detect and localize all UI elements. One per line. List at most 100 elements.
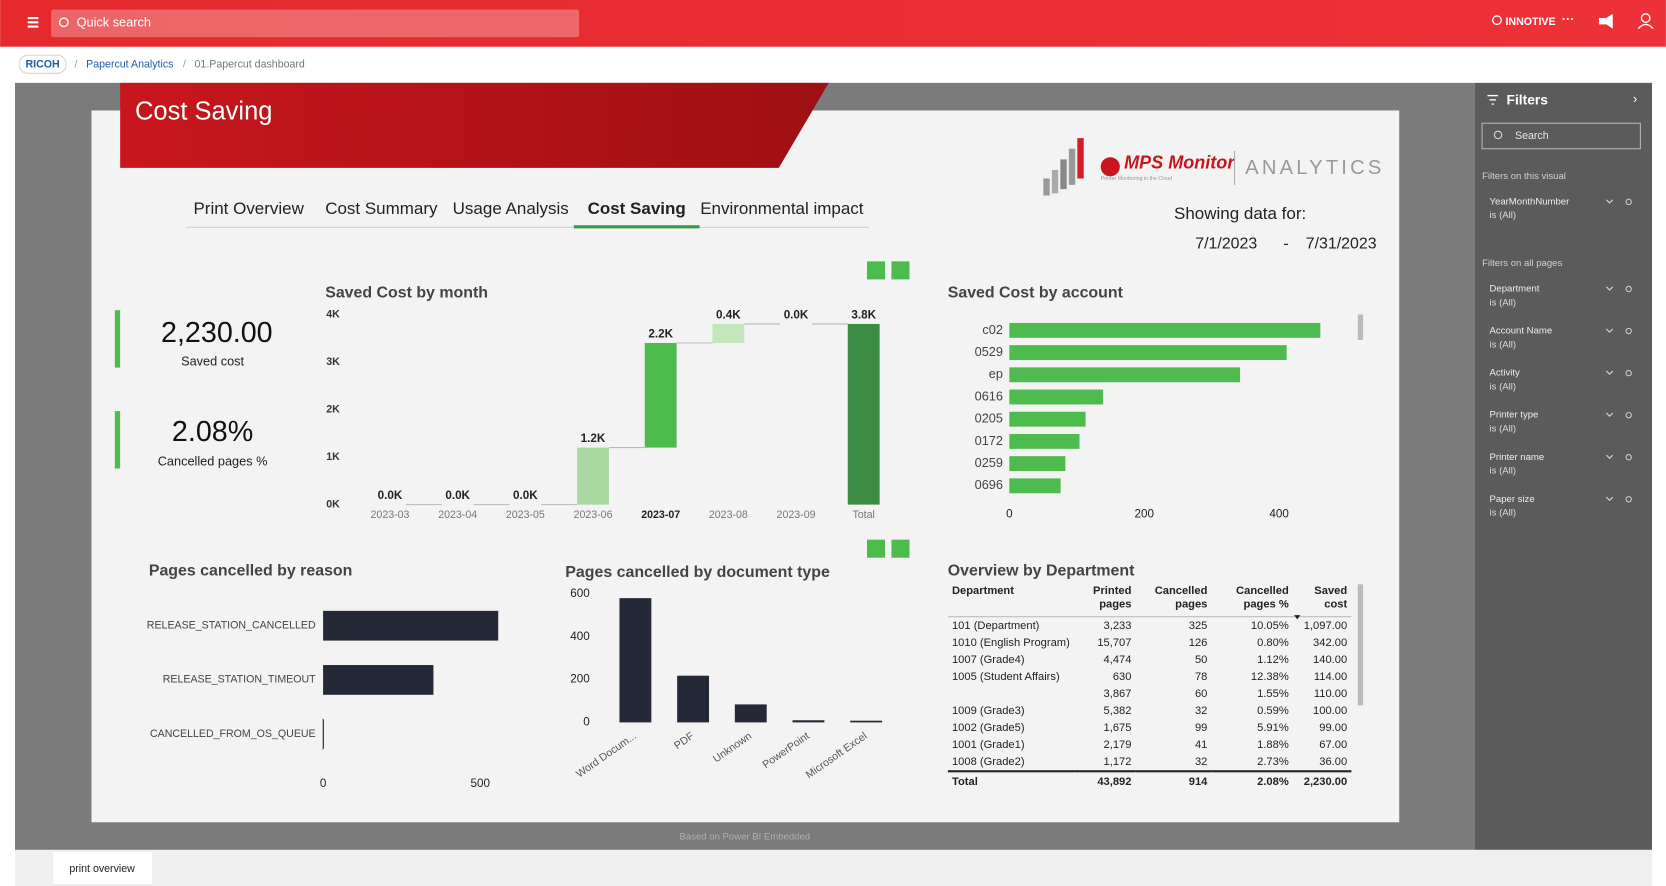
filter-name[interactable]: Paper size [1490, 494, 1535, 505]
footer-note: Based on Power BI Embedded [680, 832, 811, 843]
table-cell: 2,179 [1103, 738, 1132, 752]
table-cell: 12.38% [1250, 670, 1289, 684]
table-row: 1009 (Grade3) 5,382 32 0.59% 100.00 [948, 702, 1352, 719]
table-cell: 1,172 [1103, 755, 1132, 769]
filter-pin [1625, 369, 1632, 377]
tab[interactable]: Cost Summary [325, 199, 438, 218]
filter-state: is (All) [1490, 210, 1517, 221]
x-tick-label: Total [852, 509, 874, 521]
user-icon [1492, 15, 1502, 26]
table-cell: 100.00 [1313, 704, 1348, 718]
y-tick-label: 4K [326, 308, 340, 320]
profile-icon[interactable] [1640, 13, 1651, 23]
table-row: 1002 (Grade5) 1,675 99 5.91% 99.00 [948, 719, 1352, 736]
waterfall-bar [847, 323, 880, 505]
tab[interactable]: Cost Saving [588, 199, 686, 218]
y-tick-label: RELEASE_STATION_TIMEOUT [163, 674, 316, 686]
table-cell: 630 [1112, 670, 1132, 684]
collapse-button[interactable]: › [1633, 91, 1637, 106]
table-cell: 4,474 [1103, 653, 1132, 667]
tab[interactable]: Print Overview [193, 199, 304, 218]
y-tick-label: 400 [570, 630, 590, 643]
total-cell: 2,230.00 [1293, 770, 1352, 792]
filter-state: is (All) [1490, 339, 1517, 350]
user-name[interactable]: INNOTIVE [1505, 16, 1555, 28]
filter-name[interactable]: Department [1490, 283, 1540, 294]
table-cell: 1.12% [1257, 653, 1289, 667]
x-tick-label: 2023-06 [574, 509, 613, 521]
filter-chevron [1606, 454, 1614, 460]
table-row: 1007 (Grade4) 4,474 50 1.12% 140.00 [948, 651, 1352, 668]
date-from: 7/1/2023 [1195, 236, 1257, 253]
logo-product: ANALYTICS [1245, 157, 1384, 179]
data-label: 1.2K [581, 432, 606, 445]
logo-tagline: Printer Monitoring in the Cloud [1101, 176, 1173, 182]
scrollbar[interactable] [1357, 584, 1364, 706]
filter-section-heading: Filters on this visual [1482, 171, 1566, 182]
waterfall-bar [644, 342, 677, 448]
filter-name[interactable]: Printer name [1490, 452, 1545, 463]
table-cell: 3,867 [1103, 687, 1132, 701]
table-cell: 32 [1194, 755, 1208, 769]
breadcrumb-item[interactable]: Papercut Analytics [86, 59, 173, 71]
scrollbar[interactable] [1357, 314, 1364, 340]
filter-chevron [1606, 199, 1614, 204]
x-tick-label: 2023-09 [777, 509, 816, 521]
table-row: 1008 (Grade2) 1,172 32 2.73% 36.00 [948, 753, 1352, 771]
chart-title: Saved Cost by account [948, 284, 1124, 301]
header-row: Department Printed pages Cancelled pages Ca… [947, 583, 1352, 618]
x-tick-label: 0 [320, 777, 327, 790]
filter-search[interactable] [1481, 122, 1641, 150]
tab[interactable]: Environmental impact [700, 199, 864, 218]
filters-title: Filters [1507, 92, 1549, 108]
bar [792, 720, 825, 723]
table-cell: 1009 (Grade3) [951, 704, 1025, 718]
y-tick-label: 0172 [975, 433, 1003, 448]
table-cell: 0.59% [1257, 704, 1289, 718]
table-cell: 342.00 [1313, 636, 1348, 650]
table-cell: 0.80% [1257, 636, 1289, 650]
table-cell: 32 [1194, 704, 1208, 718]
bar [1009, 389, 1104, 405]
table-cell: 1.88% [1257, 738, 1289, 752]
table-cell: 1007 (Grade4) [951, 653, 1025, 667]
page-scrollbar[interactable] [1652, 82, 1666, 850]
y-tick-label: 0K [326, 498, 340, 510]
breadcrumb-item[interactable]: RICOH [26, 59, 60, 71]
bar [734, 704, 767, 723]
x-tick-label: 400 [1269, 507, 1289, 520]
y-tick-label: 600 [570, 587, 590, 600]
filter-name[interactable]: Printer type [1490, 410, 1539, 421]
tab[interactable]: Usage Analysis [453, 199, 569, 218]
page-tab-label: print overview [69, 863, 135, 875]
title-banner [120, 82, 829, 168]
filter-name[interactable]: Account Name [1490, 326, 1553, 337]
page-tab-bar [14, 849, 1653, 886]
table-row: 1010 (English Program) 15,707 126 0.80% 342.… [948, 634, 1352, 651]
announce-icon[interactable] [1598, 13, 1613, 29]
data-label: 0.4K [716, 309, 741, 322]
table-cell: 3,233 [1103, 619, 1132, 633]
table-cell: 99 [1194, 721, 1208, 735]
report-canvas [91, 110, 1400, 823]
x-tick-label: 200 [1135, 507, 1155, 520]
filter-name[interactable]: Activity [1490, 368, 1520, 379]
bar [850, 720, 883, 723]
filter-name[interactable]: YearMonthNumber [1490, 196, 1571, 207]
kpi-accent [114, 310, 121, 368]
search-box[interactable] [51, 9, 580, 38]
more-icon[interactable]: ··· [1562, 12, 1575, 27]
menu-button[interactable] [27, 16, 39, 28]
table-cell: 50 [1194, 653, 1208, 667]
table-cell: 36.00 [1319, 755, 1348, 769]
page-tab[interactable] [53, 852, 153, 884]
visual-actions[interactable] [866, 261, 910, 558]
data-label: 0.0K [445, 489, 470, 502]
table-cell: 325 [1188, 619, 1208, 633]
x-tick-label: 2023-08 [709, 509, 748, 521]
y-tick-label: 0529 [975, 344, 1003, 359]
y-tick-label: ep [989, 366, 1003, 381]
breadcrumb-pill[interactable] [18, 54, 67, 74]
breadcrumb-separator: / [74, 59, 77, 71]
date-to: 7/31/2023 [1306, 236, 1377, 253]
